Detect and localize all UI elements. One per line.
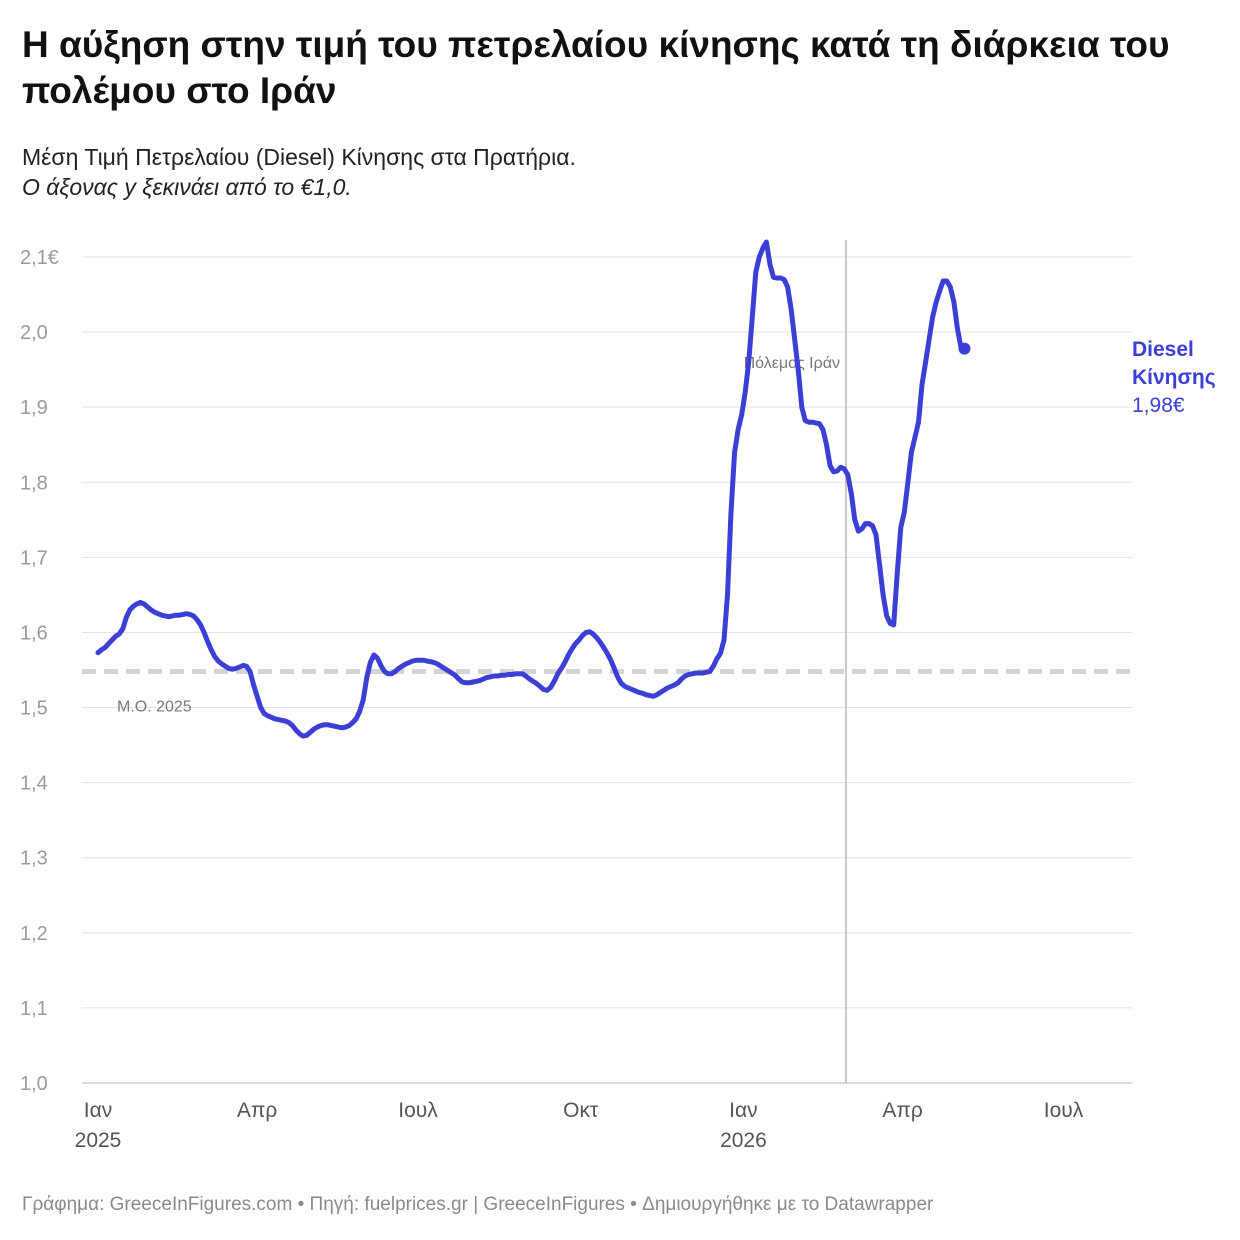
subtitle-line-1: Μέση Τιμή Πετρελαίου (Diesel) Κίνησης στ…	[22, 144, 576, 170]
x-tick-label: Οκτ	[563, 1099, 599, 1122]
y-tick-label: 1,2	[20, 923, 48, 945]
x-tick-label: Ιουλ	[398, 1099, 438, 1122]
subtitle-line-2: Ο άξονας y ξεκινάει από το €1,0.	[22, 174, 352, 200]
x-tick-label: Απρ	[882, 1099, 922, 1122]
x-tick-label: Ιαν	[84, 1099, 112, 1122]
series-last-value-label: 1,98€	[1132, 394, 1185, 417]
diesel-series-line	[95, 239, 967, 739]
x-tick-label: Ιουλ	[1044, 1099, 1084, 1122]
y-tick-label: 1,0	[20, 1073, 48, 1095]
chart-title: Η αύξηση στην τιμή του πετρελαίου κίνηση…	[22, 24, 1170, 111]
y-tick-label: 1,8	[20, 472, 48, 494]
y-tick-label: 1,4	[20, 773, 48, 795]
x-tick-year-label: 2025	[75, 1129, 122, 1152]
x-tick-label: Ιαν	[729, 1099, 757, 1122]
y-tick-label: 2,0	[20, 322, 48, 344]
y-tick-label: 2,1€	[20, 247, 59, 269]
y-tick-label: 1,9	[20, 397, 48, 419]
diesel-last-point	[958, 342, 971, 355]
chart-footer: Γράφημα: GreeceInFigures.com • Πηγή: fue…	[22, 1194, 934, 1215]
x-tick-year-label: 2026	[720, 1129, 767, 1152]
average-2025-label: Μ.Ο. 2025	[117, 699, 192, 716]
y-tick-label: 1,3	[20, 848, 48, 870]
iran-war-label: Πόλεμος Ιράν	[744, 355, 840, 372]
line-chart: 1,0 1,1 1,2 1,3 1,4 1,5 1,6 1,7 1,8 1,9 2,0 2,1€ Ιαν…	[20, 239, 1216, 1152]
chart-subtitle: Μέση Τιμή Πετρελαίου (Diesel) Κίνησης στ…	[22, 142, 1212, 202]
x-tick-label: Απρ	[237, 1099, 277, 1122]
y-tick-label: 1,7	[20, 547, 48, 569]
y-tick-label: 1,6	[20, 622, 48, 644]
series-label-line-1: Diesel	[1132, 338, 1194, 361]
series-label-line-2: Κίνησης	[1132, 366, 1216, 389]
y-tick-label: 1,1	[20, 998, 48, 1020]
y-tick-label: 1,5	[20, 698, 48, 720]
